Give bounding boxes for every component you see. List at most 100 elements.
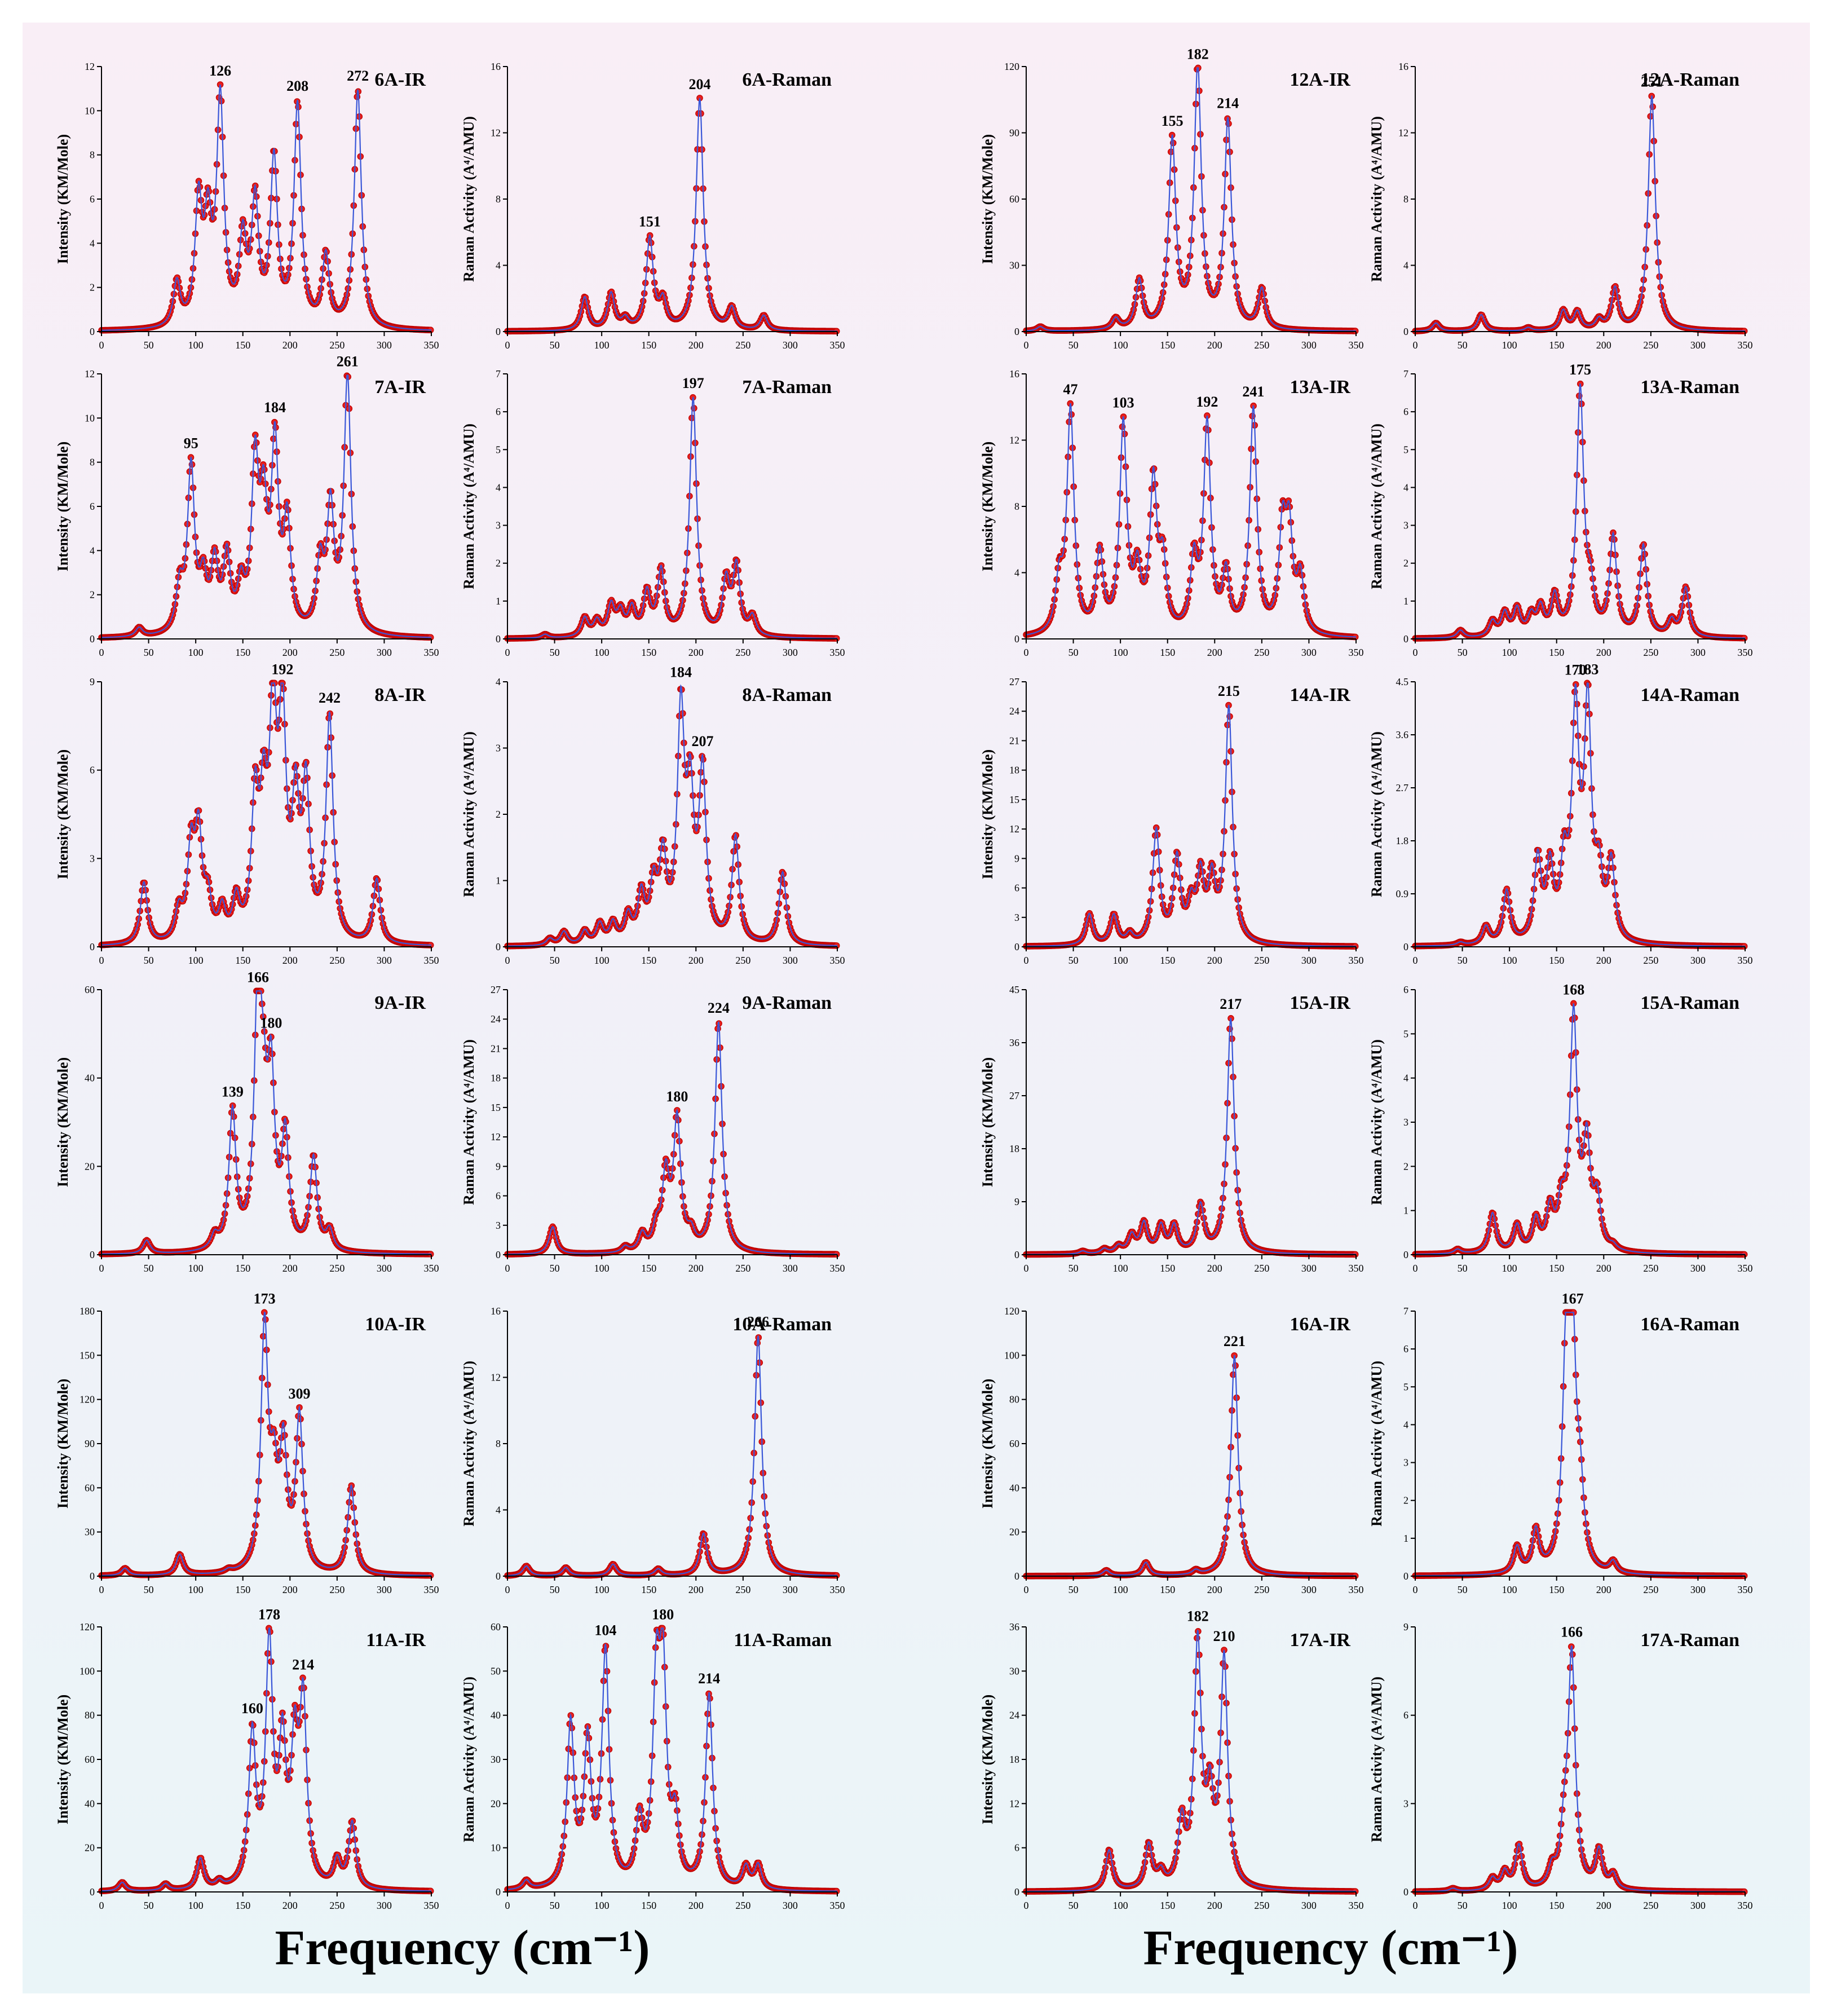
peak-label: 192	[271, 661, 293, 677]
y-tick-label: 10	[85, 105, 95, 116]
y-tick-label: 7	[1403, 368, 1408, 380]
y-tick-label: 9	[90, 676, 95, 687]
x-tick-label: 200	[688, 1263, 704, 1274]
x-tick-label: 100	[188, 955, 204, 966]
x-tick-label: 300	[377, 339, 392, 351]
y-tick-label: 0	[90, 633, 95, 645]
spectrum-markers	[504, 95, 840, 335]
y-tick-label: 40	[85, 1073, 95, 1084]
y-tick-label: 21	[491, 1043, 501, 1054]
y-tick-label: 0	[90, 941, 95, 952]
y-tick-label: 18	[491, 1073, 501, 1084]
x-tick-label: 0	[1413, 339, 1418, 351]
peak-label: 126	[209, 63, 231, 79]
x-tick-label: 0	[1024, 955, 1029, 966]
y-tick-label: 8	[90, 457, 95, 468]
x-tick-label: 200	[688, 339, 704, 351]
peak-label: 214	[1217, 95, 1239, 112]
x-tick-label: 300	[1301, 339, 1317, 351]
y-tick-label: 30	[1009, 260, 1019, 271]
x-tick-label: 0	[505, 1263, 510, 1274]
x-tick-label: 150	[641, 339, 656, 351]
x-tick-label: 0	[505, 647, 510, 658]
x-tick-label: 100	[1113, 1263, 1128, 1274]
x-tick-label: 250	[1254, 955, 1269, 966]
peak-label: 215	[1218, 683, 1240, 699]
y-tick-label: 9	[1014, 853, 1019, 864]
x-tick-label: 300	[377, 647, 392, 658]
x-tick-label: 250	[735, 1263, 750, 1274]
x-tick-label: 300	[1690, 339, 1706, 351]
x-tick-label: 150	[1160, 647, 1175, 658]
y-tick-label: 2	[1403, 558, 1408, 569]
y-tick-label: 1	[496, 595, 501, 607]
spectrum-line	[1026, 67, 1356, 332]
x-tick-label: 100	[1502, 339, 1517, 351]
y-tick-label: 6	[90, 501, 95, 512]
peak-label: 208	[286, 78, 308, 94]
x-tick-label: 350	[1349, 339, 1364, 351]
y-tick-label: 15	[491, 1102, 501, 1113]
y-tick-label: 4	[496, 676, 501, 687]
y-tick-label: 6	[496, 1190, 501, 1202]
y-tick-label: 4	[90, 237, 95, 249]
x-tick-label: 100	[188, 1263, 204, 1274]
peak-label: 261	[337, 353, 359, 369]
x-tick-label: 150	[1549, 647, 1564, 658]
y-tick-label: 1	[496, 875, 501, 886]
y-tick-label: 4	[496, 482, 501, 493]
x-tick-label: 300	[1301, 955, 1317, 966]
y-tick-label: 3.6	[1396, 729, 1409, 740]
y-tick-label: 3	[1403, 520, 1408, 531]
x-tick-label: 150	[1549, 339, 1564, 351]
y-tick-label: 90	[1009, 127, 1019, 139]
spectrum-markers	[504, 686, 840, 950]
y-tick-label: 4	[1403, 260, 1408, 271]
x-tick-label: 350	[830, 339, 845, 351]
figure-background	[23, 23, 1810, 1993]
panel-title: 8A-Raman	[742, 685, 832, 705]
peak-label: 184	[670, 664, 692, 680]
peak-label: 217	[1220, 996, 1242, 1012]
panel-title: 9A-Raman	[742, 992, 832, 1013]
y-tick-label: 6	[90, 765, 95, 776]
y-tick-label: 0	[496, 633, 501, 645]
x-tick-label: 100	[188, 339, 204, 351]
x-tick-label: 100	[1502, 955, 1517, 966]
x-tick-label: 50	[550, 1263, 560, 1274]
x-tick-label: 200	[282, 955, 298, 966]
x-tick-label: 50	[144, 339, 154, 351]
peak-label: 95	[184, 435, 198, 451]
spectrum-markers	[98, 81, 434, 334]
y-tick-label: 24	[491, 1013, 501, 1025]
y-tick-label: 4	[496, 260, 501, 271]
y-tick-label: 2.7	[1396, 782, 1409, 793]
x-tick-label: 250	[1254, 1263, 1269, 1274]
panel-14a-raman: 0 50 100 150 200 250 300 35000.91.82.73.64.5Ram…	[1368, 661, 1753, 966]
x-tick-label: 350	[1738, 955, 1753, 966]
x-tick-label: 100	[594, 339, 610, 351]
x-tick-label: 50	[1068, 647, 1079, 658]
x-tick-label: 50	[1458, 339, 1468, 351]
spectrum-line	[101, 682, 431, 946]
x-tick-label: 150	[641, 647, 656, 658]
x-tick-label: 100	[1113, 339, 1128, 351]
x-tick-label: 200	[688, 955, 704, 966]
x-tick-label: 150	[641, 1263, 656, 1274]
y-tick-label: 27	[491, 984, 501, 995]
x-tick-label: 300	[783, 955, 798, 966]
y-tick-label: 3	[496, 520, 501, 531]
y-tick-label: 0	[90, 326, 95, 337]
spectrum-line	[1415, 682, 1745, 947]
y-tick-label: 1.8	[1396, 835, 1409, 846]
y-tick-label: 16	[1398, 61, 1408, 72]
spectrum-line	[507, 396, 837, 639]
y-tick-label: 0	[1014, 1249, 1019, 1260]
x-tick-label: 300	[1690, 647, 1706, 658]
x-tick-label: 200	[1207, 647, 1222, 658]
